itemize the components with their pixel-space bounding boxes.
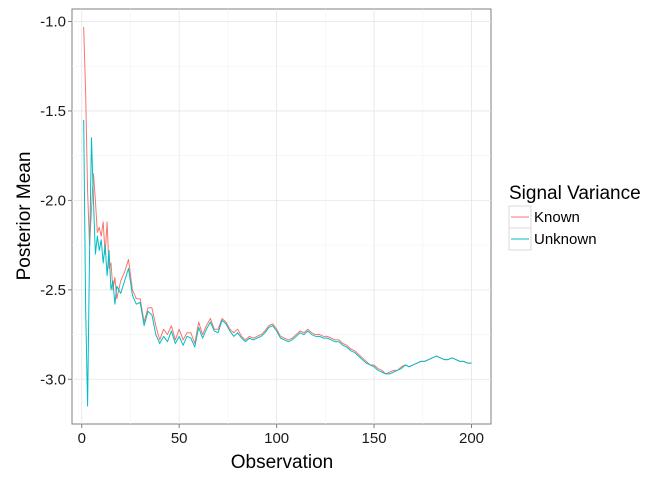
series-line-unknown — [83, 119, 472, 407]
x-axis-ticks: 0 50 100 150 200 — [78, 424, 484, 447]
legend-item-known: Known — [508, 205, 580, 229]
minor-gridlines — [72, 9, 491, 424]
x-tick-label: 0 — [78, 430, 86, 447]
major-gridlines — [72, 9, 491, 424]
x-tick-label: 100 — [264, 430, 289, 447]
y-tick-label: -1.0 — [40, 14, 66, 31]
y-tick-label: -2.0 — [40, 192, 66, 209]
y-tick-label: -1.5 — [40, 103, 66, 120]
legend-item-unknown: Unknown — [508, 227, 597, 251]
legend-title: Signal Variance — [509, 183, 641, 204]
y-axis-ticks: -1.0 -1.5 -2.0 -2.5 -3.0 — [40, 14, 72, 388]
series-lines — [83, 26, 472, 407]
y-axis-title: Posterior Mean — [14, 152, 35, 281]
x-tick-label: 150 — [362, 430, 387, 447]
legend-label-unknown: Unknown — [534, 231, 597, 248]
x-tick-label: 200 — [459, 430, 484, 447]
x-axis-title: Observation — [231, 452, 333, 473]
y-tick-label: -3.0 — [40, 371, 66, 388]
plot-panel — [71, 8, 492, 425]
series-line-known — [83, 26, 472, 375]
legend: Signal Variance Known Unknown — [508, 183, 641, 251]
x-tick-label: 50 — [171, 430, 188, 447]
legend-label-known: Known — [534, 209, 580, 226]
y-tick-label: -2.5 — [40, 282, 66, 299]
